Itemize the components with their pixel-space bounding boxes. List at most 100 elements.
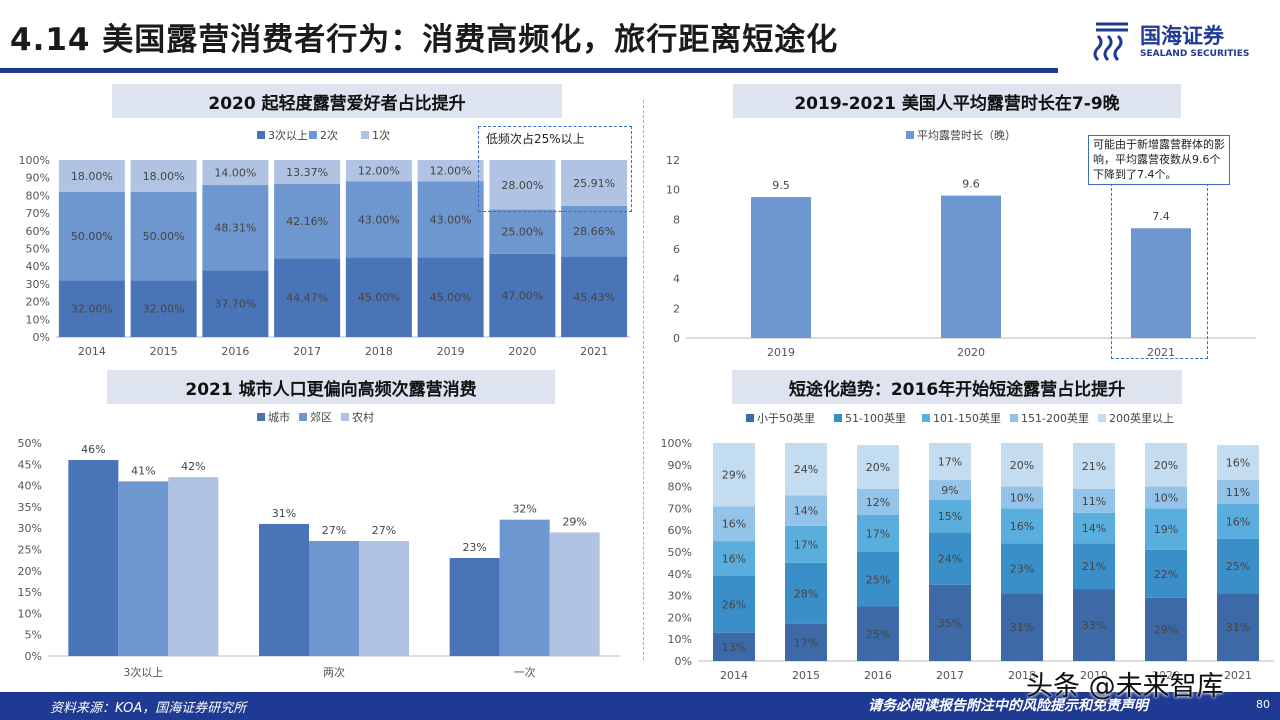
city-bar <box>68 460 119 656</box>
dist-data-label: 16% <box>722 518 746 531</box>
freq-bar-segment <box>130 160 197 192</box>
dist-bar-segment <box>1217 538 1259 594</box>
chart-freq-title: 2020 起轻度露营爱好者占比提升 <box>112 84 562 118</box>
dist-bar-segment <box>929 443 971 481</box>
freq-bar-segment <box>417 181 484 258</box>
dist-legend-label: 51-100英里 <box>845 411 906 425</box>
dist-ytick: 50% <box>668 546 692 559</box>
nights-data-label: 7.4 <box>1152 210 1170 223</box>
city-legend-swatch <box>299 413 307 421</box>
city-ytick: 35% <box>18 501 42 514</box>
freq-bar-segment <box>345 181 412 258</box>
city-xtick: 一次 <box>514 665 536 679</box>
dist-ytick: 70% <box>668 502 692 515</box>
chart-city-title: 2021 城市人口更偏向高频次露营消费 <box>107 370 555 404</box>
dist-bar-segment <box>1217 445 1259 481</box>
nights-legend-swatch <box>906 131 914 139</box>
dist-bar-segment <box>785 495 827 526</box>
freq-legend-swatch <box>309 131 317 139</box>
freq-data-label: 12.00% <box>358 165 400 178</box>
dist-data-label: 11% <box>1226 486 1250 499</box>
dist-xtick: 2019 <box>1080 669 1108 682</box>
dist-xtick: 2018 <box>1008 669 1036 682</box>
dist-data-label: 15% <box>938 510 962 523</box>
city-ytick: 5% <box>25 629 42 642</box>
dist-data-label: 20% <box>1010 459 1034 472</box>
dist-data-label: 28% <box>794 587 818 600</box>
nights-ytick: 10 <box>666 184 680 197</box>
dist-data-label: 25% <box>1226 560 1250 573</box>
freq-ytick: 70% <box>26 207 50 220</box>
nights-ytick: 12 <box>666 154 680 167</box>
freq-data-label: 47.00% <box>501 289 543 302</box>
chart-nights-title: 2019-2021 美国人平均露营时长在7-9晚 <box>733 84 1181 118</box>
footer-disclaimer: 请务必阅读报告附注中的风险提示和免责声明 <box>868 698 1148 714</box>
dist-data-label: 25% <box>866 573 890 586</box>
dist-ytick: 30% <box>668 590 692 603</box>
city-bar <box>309 540 359 656</box>
freq-data-label: 45.00% <box>358 291 400 304</box>
nights-legend-label: 平均露营时长（晚） <box>917 128 1016 142</box>
city-bar <box>168 477 219 656</box>
freq-bar-segment <box>561 160 628 206</box>
freq-bar-segment <box>202 270 269 337</box>
freq-ytick: 0% <box>33 331 50 344</box>
dist-data-label: 31% <box>1010 621 1034 634</box>
freq-xtick: 2015 <box>150 345 178 358</box>
freq-bar-segment <box>202 184 269 271</box>
dist-bar-segment <box>785 623 827 661</box>
freq-bar-segment <box>58 191 125 281</box>
trip-annotation: 可能由于新增露营群体的影响，平均露营夜数从9.6个下降到了7.4个。 <box>1088 135 1230 185</box>
city-xtick: 3次以上 <box>123 665 163 679</box>
nights-bar <box>1131 228 1191 338</box>
dist-ytick: 80% <box>668 481 692 494</box>
dist-data-label: 13% <box>722 641 746 654</box>
title-underline <box>0 68 1058 73</box>
city-legend-label: 郊区 <box>310 411 332 424</box>
city-data-label: 23% <box>462 541 486 554</box>
dist-bar-segment <box>713 632 755 661</box>
freq-xtick: 2014 <box>78 345 106 358</box>
dist-bar-segment <box>713 443 755 507</box>
freq-ytick: 10% <box>26 313 50 326</box>
freq-bar-segment <box>130 191 197 281</box>
freq-ytick: 20% <box>26 296 50 309</box>
dist-bar-segment <box>1217 593 1259 661</box>
freq-ytick: 90% <box>26 172 50 185</box>
freq-data-label: 43.00% <box>358 213 400 226</box>
brand-logo: 国海证券 SEALAND SECURITIES <box>1092 16 1272 66</box>
freq-bar-segment <box>58 160 125 192</box>
city-data-label: 27% <box>372 524 396 537</box>
dist-bar-segment <box>929 584 971 661</box>
freq-data-label: 12.00% <box>430 165 472 178</box>
city-bar <box>549 532 600 656</box>
dist-legend-label: 101-150英里 <box>933 411 1001 425</box>
freq-data-label: 44.47% <box>286 292 328 305</box>
freq-bar-segment <box>489 209 556 254</box>
dist-xtick: 2020 <box>1152 669 1180 682</box>
city-data-label: 27% <box>322 524 346 537</box>
freq-data-label: 13.37% <box>286 166 328 179</box>
dist-ytick: 60% <box>668 524 692 537</box>
dist-legend-swatch <box>922 414 930 422</box>
freq-data-label: 25.91% <box>573 177 615 190</box>
freq-bar-segment <box>58 280 125 337</box>
freq-bar-segment <box>274 183 341 259</box>
dist-bar-segment <box>857 552 899 607</box>
dist-bar-segment <box>1145 597 1187 661</box>
freq-data-label: 50.00% <box>143 230 185 243</box>
city-legend-label: 城市 <box>268 410 290 424</box>
chart-nights: 0 2 4 6 8 10 12 平均露营时长（晚） 9.5 2019 9.6 2020 7.4 2021 <box>666 128 1256 359</box>
freq-legend-swatch <box>361 131 369 139</box>
freq-ytick: 30% <box>26 278 50 291</box>
page-number: 80 <box>1256 698 1270 711</box>
freq-ytick: 40% <box>26 260 50 273</box>
nights-xtick: 2020 <box>957 346 985 359</box>
freq-bar-segment <box>561 256 628 337</box>
dist-data-label: 35% <box>938 617 962 630</box>
dist-data-label: 26% <box>722 598 746 611</box>
dist-bar-segment <box>1145 549 1187 598</box>
freq-data-label: 14.00% <box>214 166 256 179</box>
freq-bar-segment <box>130 280 197 337</box>
freq-data-label: 28.66% <box>573 225 615 238</box>
